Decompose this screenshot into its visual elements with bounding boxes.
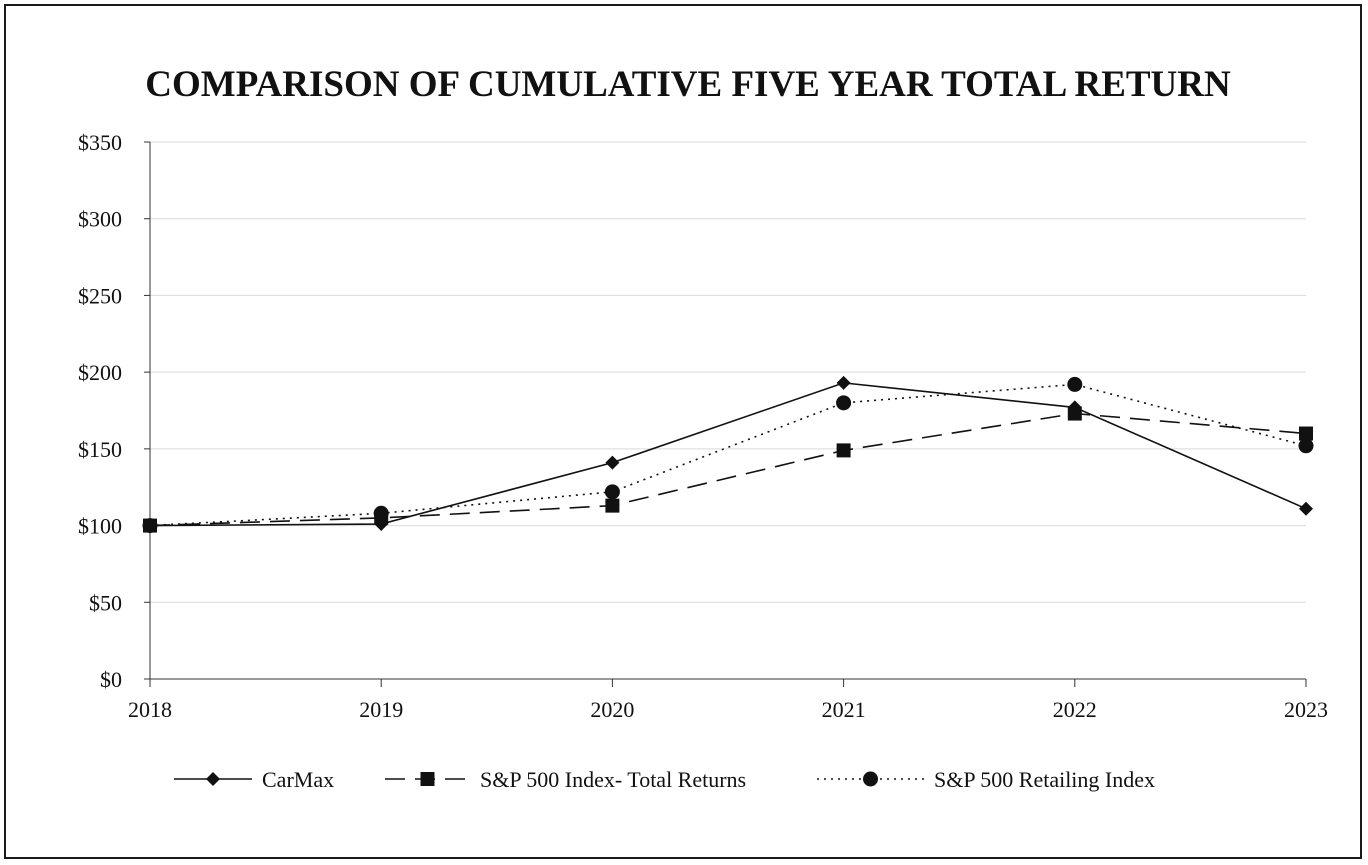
data-point-diamond	[1299, 501, 1313, 516]
data-point-circle	[142, 518, 158, 534]
gridlines	[150, 141, 1306, 603]
data-point-circle	[373, 505, 389, 521]
data-point-circle	[836, 395, 852, 411]
y-tick-label: $150	[78, 437, 122, 462]
legend-marker-square	[420, 772, 435, 786]
y-tick-label: $0	[100, 667, 122, 692]
series-line	[149, 412, 1307, 527]
chart-frame	[4, 4, 1362, 859]
legend-label: CarMax	[262, 767, 334, 792]
y-tick-labels: $0 $50 $100 $150 $200 $250 $300 $350	[78, 130, 122, 692]
data-point-square	[605, 498, 620, 513]
data-point-circle	[604, 484, 620, 500]
x-tick-label: 2020	[590, 697, 634, 722]
data-point-square	[836, 443, 851, 458]
y-tick-label: $250	[78, 283, 122, 308]
legend-marker-circle	[863, 771, 878, 787]
legend: CarMax S&P 500 Index- Total Returns S&P 50…	[174, 767, 1155, 792]
x-tick-label: 2023	[1284, 697, 1328, 722]
x-tick-labels: 2018 2019 2020 2021 2022 2023	[128, 697, 1328, 722]
series-line	[149, 382, 1307, 527]
data-point-circle	[1067, 376, 1083, 392]
legend-label: S&P 500 Index- Total Returns	[480, 767, 746, 792]
chart-title: COMPARISON OF CUMULATIVE FIVE YEAR TOTAL…	[145, 64, 1231, 105]
data-point-square	[1067, 406, 1082, 421]
x-tick-label: 2022	[1053, 697, 1097, 722]
y-tick-label: $350	[78, 130, 122, 155]
axes	[144, 141, 1307, 687]
legend-item: S&P 500 Index- Total Returns	[385, 767, 746, 792]
legend-item: S&P 500 Retailing Index	[817, 767, 1155, 792]
series-group	[142, 375, 1314, 534]
legend-item: CarMax	[174, 767, 334, 792]
y-tick-label: $50	[89, 590, 122, 615]
data-point-diamond	[836, 375, 851, 390]
series-line	[149, 383, 1307, 527]
series-s-p-500-index-total-returns	[143, 406, 1313, 533]
x-tick-label: 2019	[359, 697, 403, 722]
series-carmax	[143, 375, 1313, 533]
data-point-diamond	[605, 455, 620, 470]
legend-label: S&P 500 Retailing Index	[934, 767, 1155, 792]
data-point-square	[1299, 426, 1313, 441]
y-tick-label: $300	[78, 207, 122, 232]
y-tick-label: $200	[78, 360, 122, 385]
x-tick-label: 2021	[822, 697, 866, 722]
y-tick-label: $100	[78, 514, 122, 539]
data-point-circle	[1298, 438, 1314, 454]
legend-marker-diamond	[206, 772, 220, 786]
series-s-p-500-retailing-index	[142, 376, 1314, 534]
x-tick-label: 2018	[128, 697, 172, 722]
